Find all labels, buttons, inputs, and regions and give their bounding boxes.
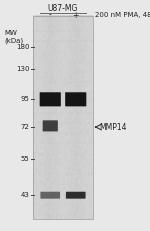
Text: 130: 130 bbox=[16, 66, 29, 72]
Text: 200 nM PMA, 48 hr: 200 nM PMA, 48 hr bbox=[95, 12, 150, 18]
Text: +: + bbox=[73, 11, 79, 19]
FancyBboxPatch shape bbox=[40, 192, 60, 199]
Text: -: - bbox=[49, 11, 52, 19]
Text: 72: 72 bbox=[20, 124, 29, 130]
FancyBboxPatch shape bbox=[66, 192, 86, 199]
Text: 43: 43 bbox=[20, 192, 29, 198]
Text: 55: 55 bbox=[21, 156, 29, 162]
Text: MMP14: MMP14 bbox=[99, 123, 126, 131]
FancyBboxPatch shape bbox=[65, 92, 86, 106]
Text: MW
(kDa): MW (kDa) bbox=[4, 30, 23, 43]
Text: 180: 180 bbox=[16, 44, 29, 50]
FancyBboxPatch shape bbox=[43, 120, 58, 131]
Text: 95: 95 bbox=[20, 96, 29, 102]
Bar bbox=[33, 16, 93, 219]
FancyBboxPatch shape bbox=[40, 92, 61, 106]
Text: U87-MG: U87-MG bbox=[47, 4, 77, 12]
